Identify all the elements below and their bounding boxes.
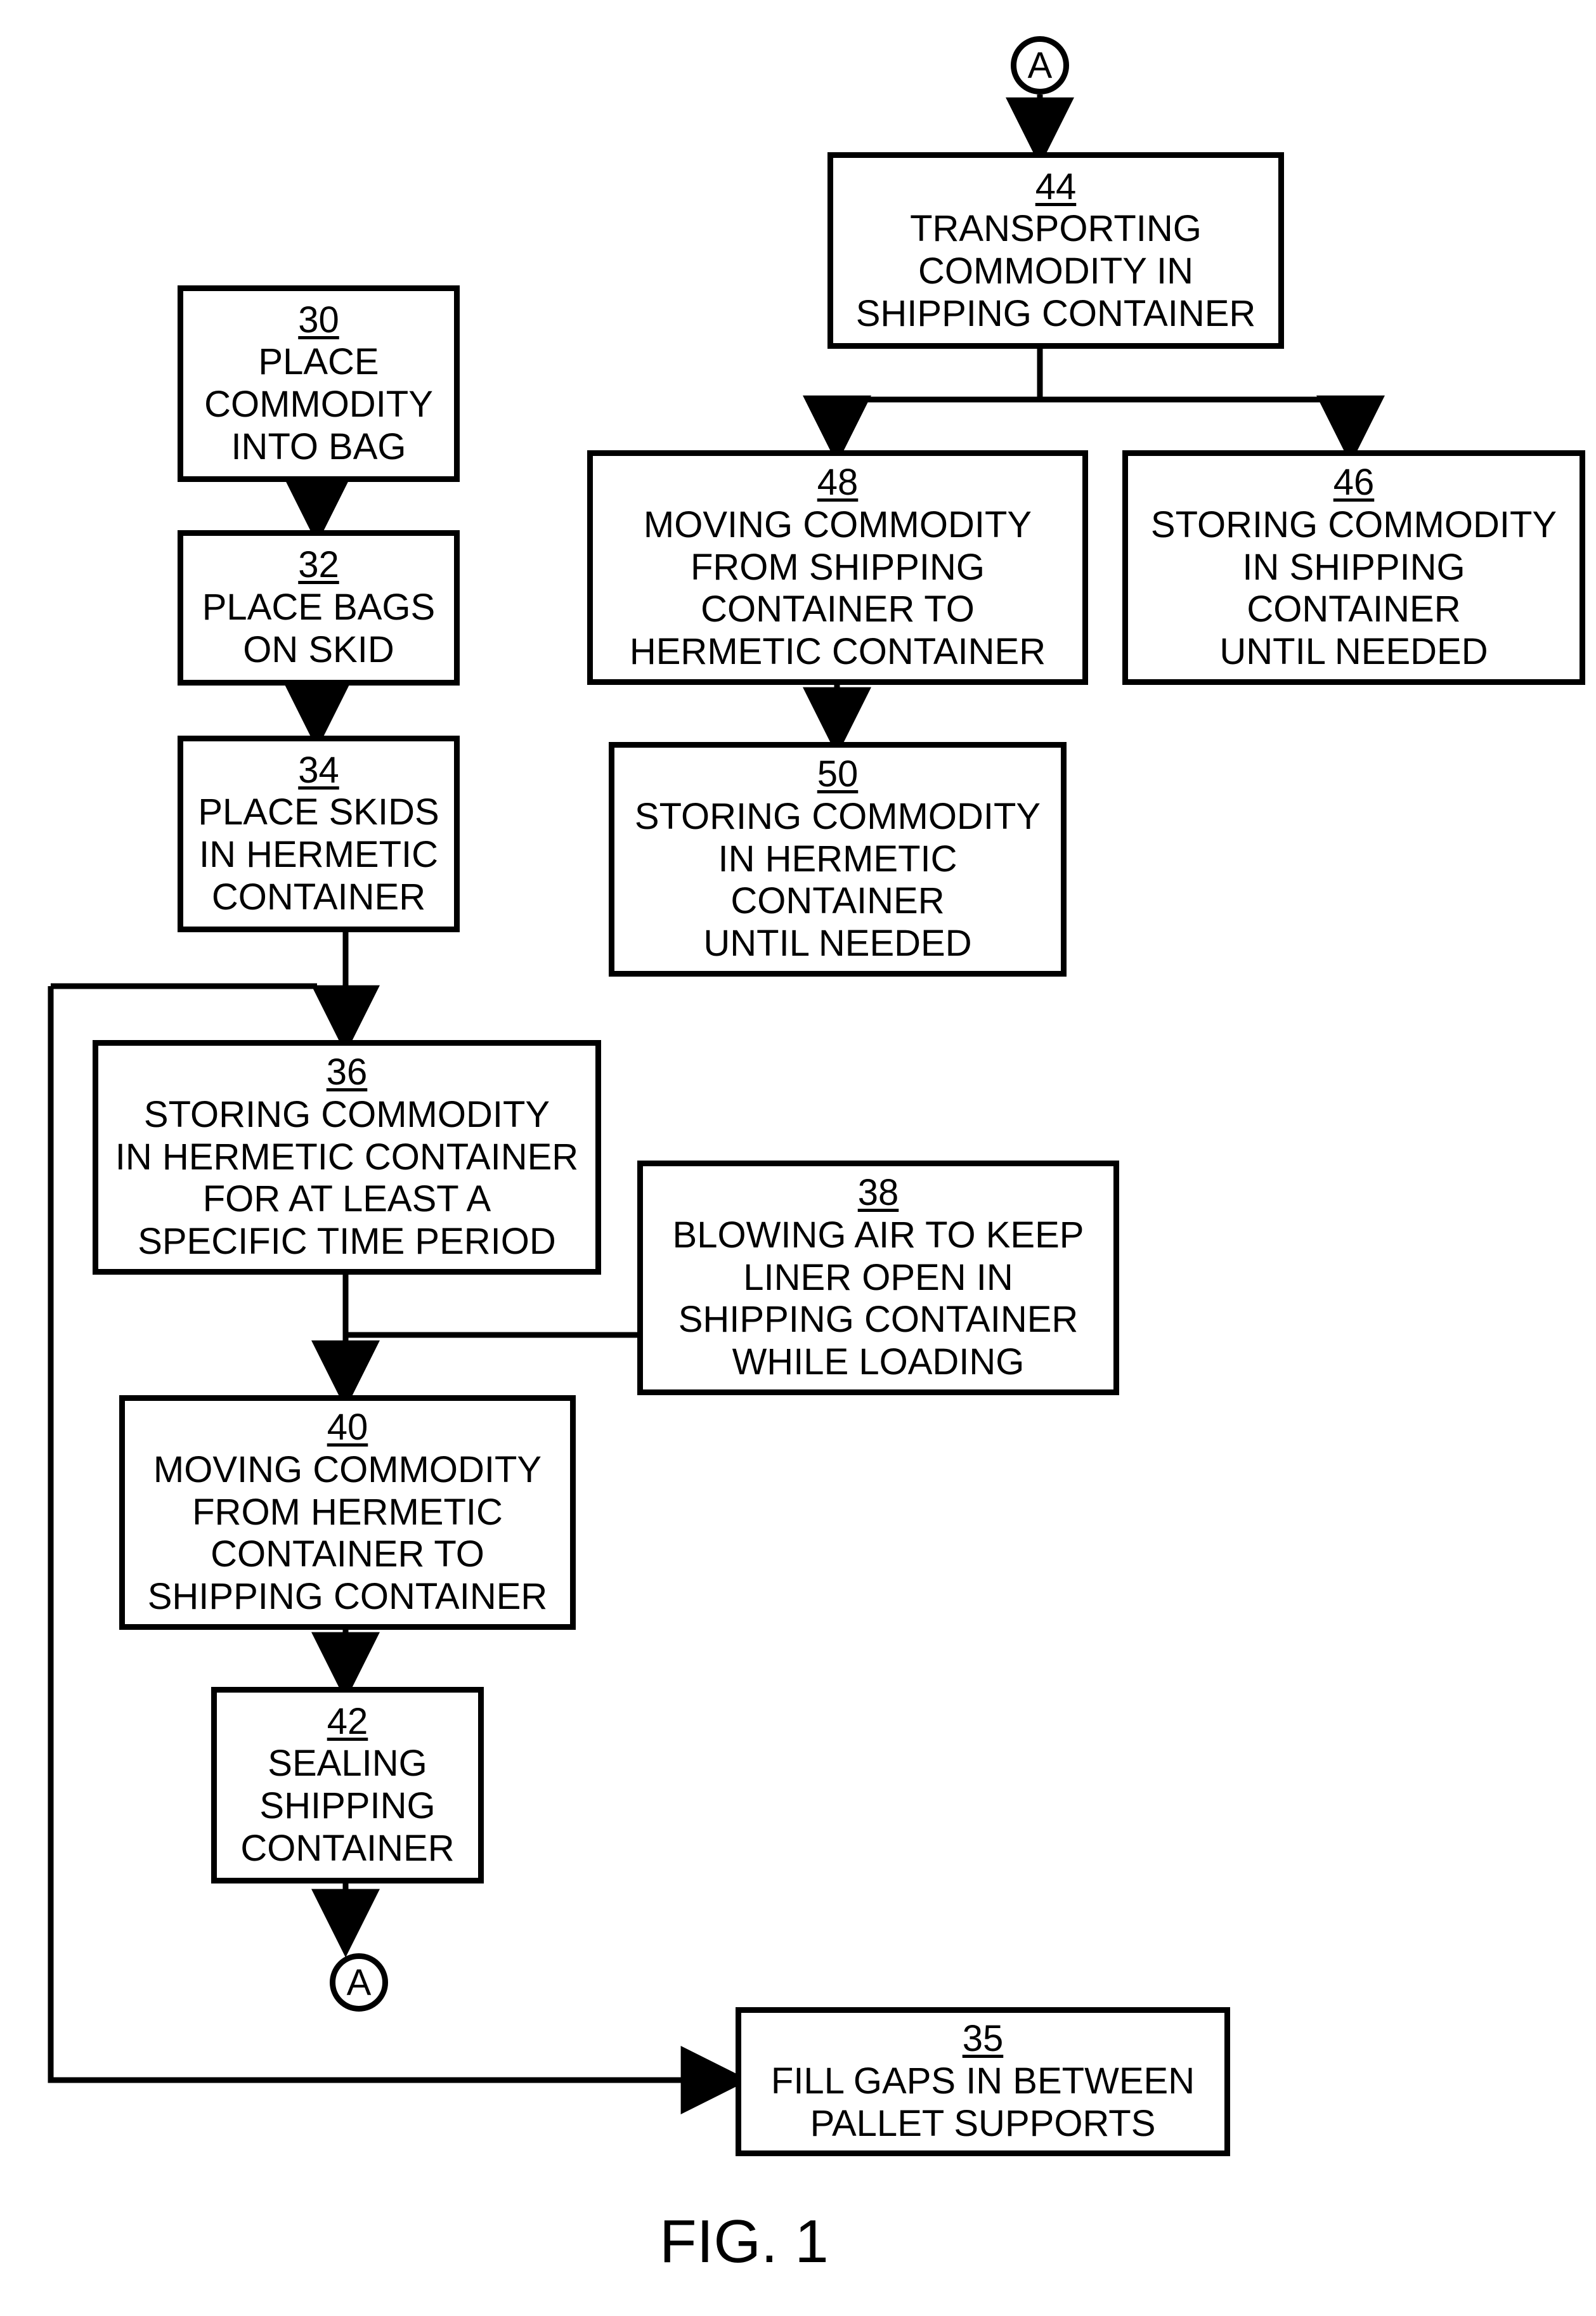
figure-label: FIG. 1 — [659, 2207, 829, 2277]
box-text: PLACE BAGS ON SKID — [202, 587, 435, 671]
box-number: 30 — [298, 299, 339, 342]
connector-a-top: A — [1011, 36, 1069, 94]
box-number: 50 — [817, 753, 859, 796]
box-text: STORING COMMODITY IN SHIPPING CONTAINER … — [1151, 504, 1557, 673]
flow-box-30: 30PLACE COMMODITY INTO BAG — [178, 285, 460, 482]
connector-label: A — [347, 1961, 372, 2004]
box-text: STORING COMMODITY IN HERMETIC CONTAINER … — [635, 796, 1041, 965]
box-number: 48 — [817, 462, 859, 504]
flow-box-44: 44TRANSPORTING COMMODITY IN SHIPPING CON… — [827, 152, 1284, 349]
flow-box-40: 40MOVING COMMODITY FROM HERMETIC CONTAIN… — [119, 1395, 576, 1630]
flow-box-38: 38BLOWING AIR TO KEEP LINER OPEN IN SHIP… — [637, 1161, 1119, 1395]
flow-box-35: 35FILL GAPS IN BETWEEN PALLET SUPPORTS — [736, 2007, 1230, 2156]
box-text: MOVING COMMODITY FROM HERMETIC CONTAINER… — [148, 1449, 548, 1618]
box-number: 38 — [858, 1172, 899, 1214]
flow-box-32: 32PLACE BAGS ON SKID — [178, 530, 460, 686]
box-text: MOVING COMMODITY FROM SHIPPING CONTAINER… — [630, 504, 1046, 673]
flow-box-42: 42SEALING SHIPPING CONTAINER — [211, 1687, 484, 1883]
box-text: BLOWING AIR TO KEEP LINER OPEN IN SHIPPI… — [673, 1214, 1084, 1384]
flow-box-50: 50STORING COMMODITY IN HERMETIC CONTAINE… — [609, 742, 1067, 977]
flow-box-46: 46STORING COMMODITY IN SHIPPING CONTAINE… — [1122, 450, 1585, 685]
connector-a-bottom: A — [330, 1953, 388, 2012]
box-number: 35 — [963, 2018, 1004, 2060]
connector-label: A — [1028, 44, 1053, 87]
flow-box-48: 48MOVING COMMODITY FROM SHIPPING CONTAIN… — [587, 450, 1088, 685]
box-text: SEALING SHIPPING CONTAINER — [240, 1743, 454, 1870]
box-number: 32 — [298, 544, 339, 587]
box-text: STORING COMMODITY IN HERMETIC CONTAINER … — [115, 1094, 578, 1263]
flow-box-34: 34PLACE SKIDS IN HERMETIC CONTAINER — [178, 736, 460, 932]
box-text: PLACE COMMODITY INTO BAG — [204, 341, 433, 468]
box-number: 40 — [327, 1407, 368, 1449]
flow-box-36: 36STORING COMMODITY IN HERMETIC CONTAINE… — [93, 1040, 601, 1275]
box-number: 46 — [1333, 462, 1375, 504]
box-number: 34 — [298, 750, 339, 792]
box-text: TRANSPORTING COMMODITY IN SHIPPING CONTA… — [856, 208, 1256, 335]
box-number: 44 — [1035, 166, 1077, 209]
box-number: 42 — [327, 1701, 368, 1743]
box-text: PLACE SKIDS IN HERMETIC CONTAINER — [198, 791, 439, 918]
box-number: 36 — [327, 1051, 368, 1094]
box-text: FILL GAPS IN BETWEEN PALLET SUPPORTS — [771, 2060, 1195, 2145]
